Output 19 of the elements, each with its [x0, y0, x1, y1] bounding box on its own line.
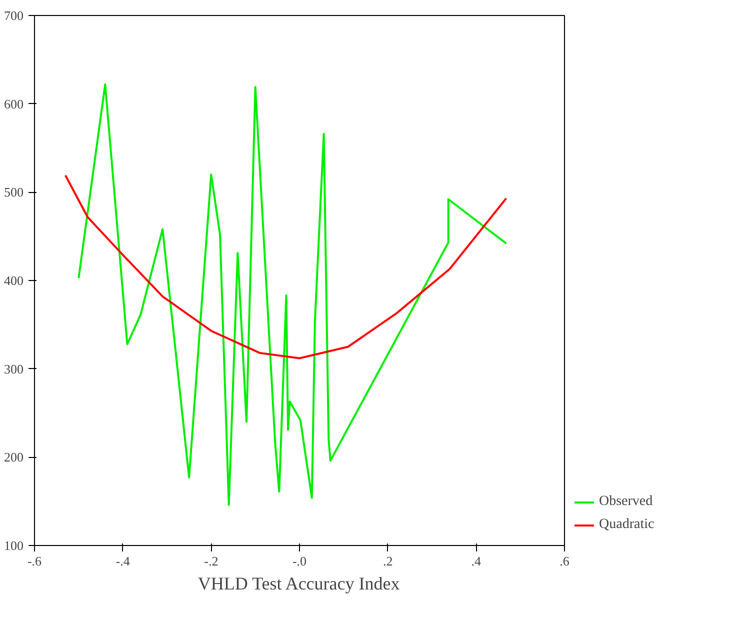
x-tick-label: -.2 [204, 554, 218, 568]
x-tick-label: -.4 [116, 554, 130, 568]
x-tick-label: .6 [560, 554, 570, 568]
y-tick-label: 300 [4, 361, 24, 376]
x-tick-label: .4 [471, 554, 482, 568]
y-tick-label: 700 [4, 8, 24, 23]
y-tick-label: 200 [4, 450, 24, 465]
x-tick-label: -.0 [292, 554, 307, 568]
x-tick-label: -.6 [27, 554, 42, 568]
line-series [64, 174, 508, 360]
line-series [78, 83, 508, 506]
y-tick-label: 400 [4, 273, 24, 288]
y-tick-label: 100 [4, 538, 24, 553]
legend-label: Observed [599, 494, 653, 510]
x-axis-title: VHLD Test Accuracy Index [198, 574, 400, 594]
legend-label: Quadratic [599, 517, 654, 533]
y-tick-label: 600 [4, 96, 24, 112]
x-tick-label: .2 [382, 554, 393, 568]
y-tick-label: 500 [4, 184, 24, 200]
